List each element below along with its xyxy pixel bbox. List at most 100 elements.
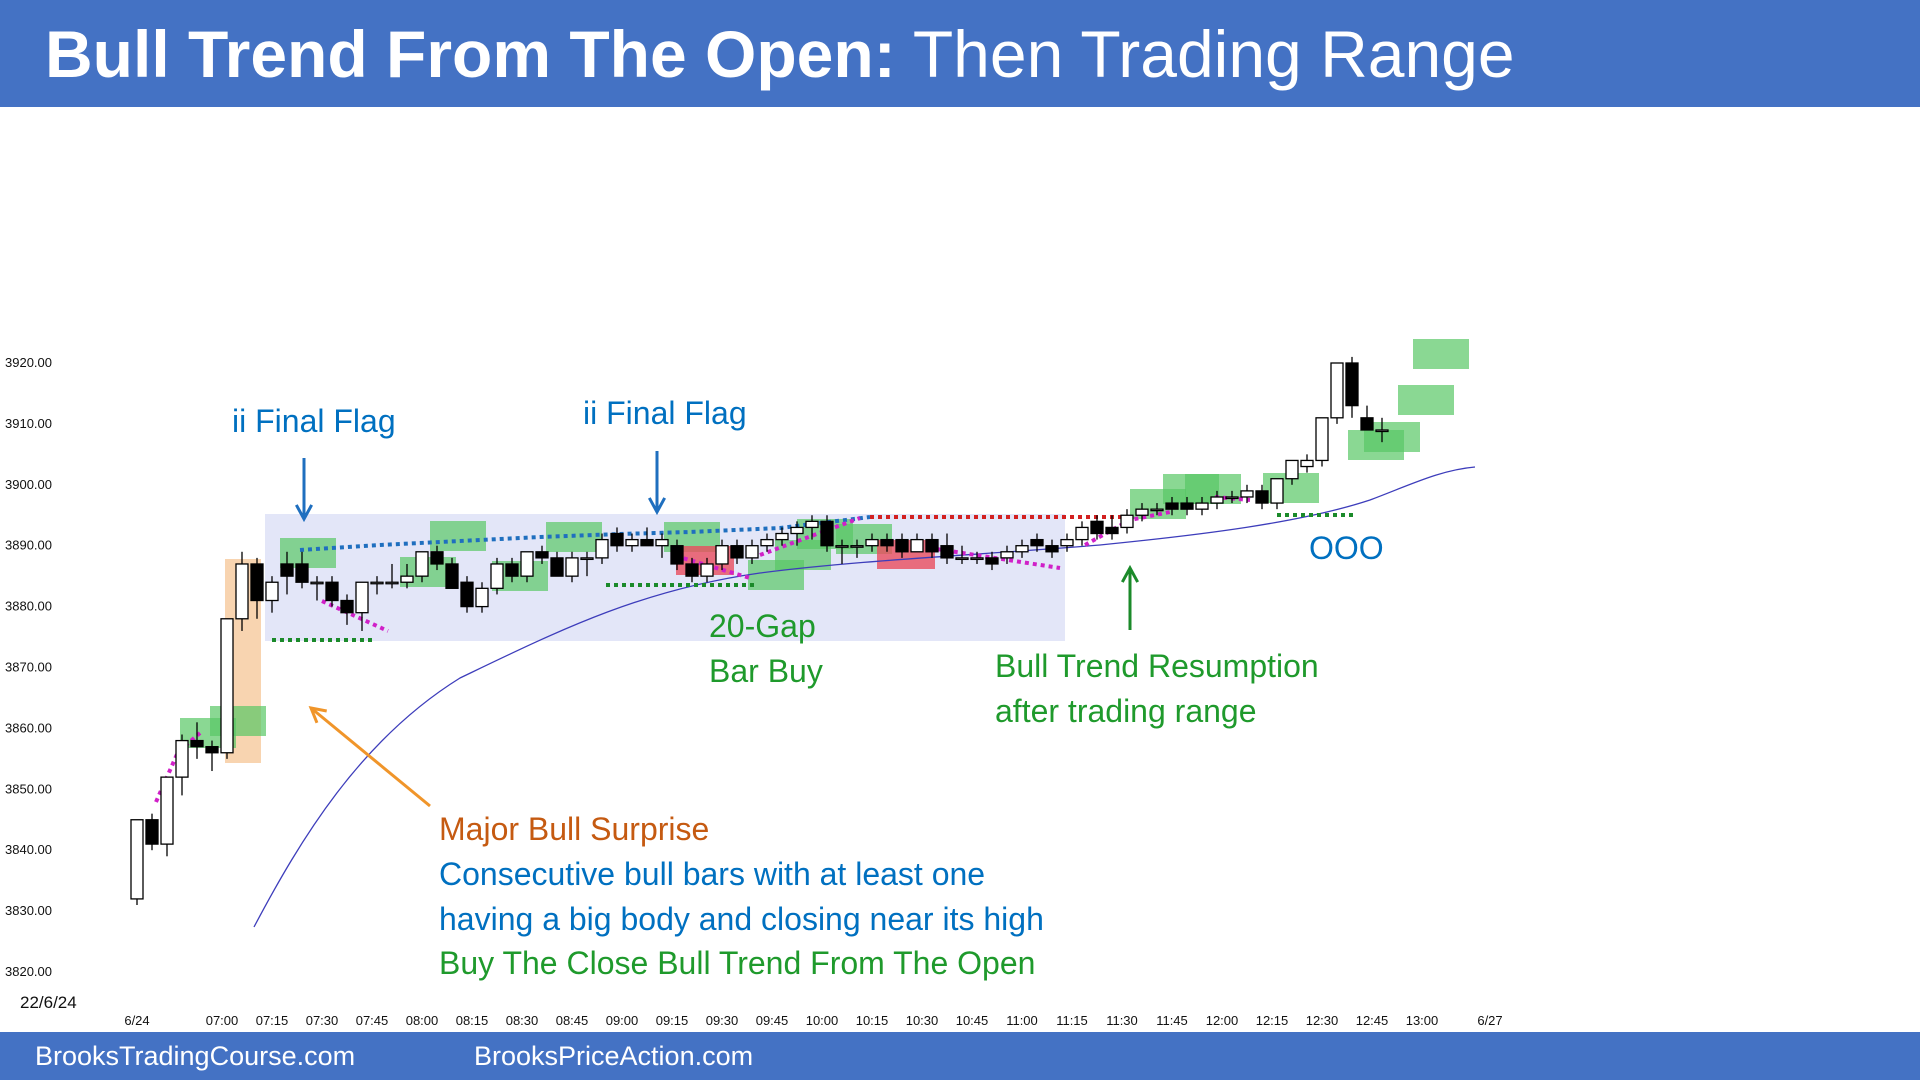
x-tick-label: 08:15 bbox=[456, 1013, 489, 1028]
bull-candle bbox=[1000, 551, 1014, 559]
bear-candle bbox=[610, 532, 624, 547]
x-tick-label: 09:15 bbox=[656, 1013, 689, 1028]
ema-line-group bbox=[253, 466, 1476, 928]
annotation-text: Major Bull Surprise bbox=[439, 811, 709, 847]
bear-candle bbox=[1030, 538, 1044, 547]
bull-candle bbox=[760, 538, 774, 547]
y-tick-label: 3890.00 bbox=[5, 538, 52, 553]
blue-dotted-line bbox=[299, 515, 871, 552]
bear-candle bbox=[430, 551, 444, 565]
y-tick-label: 3840.00 bbox=[5, 842, 52, 857]
bull-candle bbox=[1300, 459, 1314, 468]
x-tick-label: 09:00 bbox=[606, 1013, 639, 1028]
bear-candle bbox=[445, 563, 459, 589]
bull-candle bbox=[1060, 538, 1074, 547]
x-tick-label: 07:45 bbox=[356, 1013, 389, 1028]
bull-candle bbox=[805, 520, 819, 529]
bull-candle bbox=[1240, 490, 1254, 498]
x-tick-label: 10:45 bbox=[956, 1013, 989, 1028]
diagonal-arrow bbox=[310, 706, 431, 808]
bear-candle bbox=[685, 563, 699, 577]
x-tick-label: 12:00 bbox=[1206, 1013, 1239, 1028]
magenta-trendline bbox=[759, 516, 861, 557]
annotation-text: ii Final Flag bbox=[232, 403, 396, 439]
footer-left-link[interactable]: BrooksTradingCourse.com bbox=[35, 1041, 356, 1071]
bear-candle bbox=[190, 739, 204, 748]
bear-candle bbox=[145, 819, 159, 845]
bear-candle bbox=[880, 538, 894, 547]
footer-right-link[interactable]: BrooksPriceAction.com bbox=[474, 1041, 754, 1071]
bull-candle bbox=[835, 545, 849, 548]
x-tick-label: 09:30 bbox=[706, 1013, 739, 1028]
bull-candle bbox=[160, 776, 174, 845]
bull-candle bbox=[715, 545, 729, 565]
bear-candle bbox=[730, 545, 744, 559]
annotation-text: Consecutive bull bars with at least one bbox=[439, 856, 985, 892]
annotation-text: ii Final Flag bbox=[583, 395, 747, 431]
header-bar: Bull Trend From The Open: Then Trading R… bbox=[0, 0, 1920, 107]
bull-candle bbox=[595, 538, 609, 559]
bull-candle bbox=[955, 557, 969, 561]
x-tick-label: 07:00 bbox=[206, 1013, 239, 1028]
annotations: ii Final Flag ii Final Flag 20-Gap Bar Buy B… bbox=[232, 395, 1384, 981]
x-tick-label: 08:30 bbox=[506, 1013, 539, 1028]
x-tick-label: 6/27 bbox=[1477, 1013, 1502, 1028]
bear-candle bbox=[1180, 502, 1194, 510]
x-tick-label: 13:00 bbox=[1406, 1013, 1439, 1028]
x-tick-label: 10:15 bbox=[856, 1013, 889, 1028]
bear-candle bbox=[925, 538, 939, 553]
bull-candle bbox=[700, 563, 714, 577]
x-tick-label: 6/24 bbox=[124, 1013, 149, 1028]
x-tick-label: 11:00 bbox=[1006, 1013, 1038, 1028]
bull-candle bbox=[1075, 526, 1089, 541]
bear-candle bbox=[550, 557, 564, 577]
date-label: 22/6/24 bbox=[20, 993, 77, 1012]
annotation-text: 20-Gap bbox=[709, 608, 816, 644]
footer-bar: BrooksTradingCourse.com BrooksPriceActio… bbox=[0, 1032, 1920, 1080]
bear-candle bbox=[1105, 526, 1119, 535]
bull-candle bbox=[655, 538, 669, 547]
y-tick-label: 3880.00 bbox=[5, 599, 52, 614]
bear-candle bbox=[295, 563, 309, 583]
bear-candle bbox=[820, 520, 834, 547]
bull-candle bbox=[1210, 496, 1224, 504]
bull-candle bbox=[235, 563, 249, 620]
bull-candle bbox=[1330, 362, 1344, 419]
annotation-text: Buy The Close Bull Trend From The Open bbox=[439, 945, 1035, 981]
y-tick-label: 3910.00 bbox=[5, 416, 52, 431]
green-signal-box bbox=[280, 538, 336, 568]
bull-candle bbox=[580, 557, 594, 561]
bull-candle bbox=[1270, 478, 1284, 504]
x-axis: 6/24 07:00 07:15 07:30 07:45 08:00 08:15 08:30 0… bbox=[124, 1013, 1502, 1028]
bear-candle bbox=[280, 563, 294, 577]
bull-candle bbox=[370, 581, 384, 585]
annotation-text: Bull Trend Resumption bbox=[995, 648, 1319, 684]
y-tick-label: 3900.00 bbox=[5, 477, 52, 492]
green-signal-box bbox=[210, 706, 266, 736]
bear-candle bbox=[640, 538, 654, 547]
x-tick-label: 08:45 bbox=[556, 1013, 589, 1028]
bull-candle bbox=[175, 739, 189, 778]
bear-candle bbox=[1255, 490, 1269, 504]
bull-candle bbox=[400, 575, 414, 583]
x-tick-label: 07:30 bbox=[306, 1013, 339, 1028]
bull-candle bbox=[1315, 417, 1329, 462]
bear-candle bbox=[985, 557, 999, 565]
bear-candle bbox=[460, 581, 474, 608]
bull-candle bbox=[355, 581, 369, 614]
bear-candle bbox=[1360, 417, 1374, 431]
bear-candle bbox=[340, 599, 354, 614]
title-rest: Then Trading Range bbox=[912, 17, 1515, 91]
bull-candle bbox=[1150, 508, 1164, 512]
diagonal-arrow-head bbox=[308, 706, 327, 724]
x-tick-label: 10:00 bbox=[806, 1013, 839, 1028]
up-arrow-head bbox=[1121, 564, 1139, 583]
bull-candle bbox=[1015, 545, 1029, 553]
annotation-text: OOO bbox=[1309, 530, 1384, 566]
bull-candle bbox=[310, 581, 324, 585]
arrows bbox=[295, 451, 1139, 808]
bull-candle bbox=[490, 563, 504, 589]
bear-candle bbox=[505, 563, 519, 577]
bear-candle bbox=[940, 545, 954, 559]
bull-candle bbox=[745, 545, 759, 559]
